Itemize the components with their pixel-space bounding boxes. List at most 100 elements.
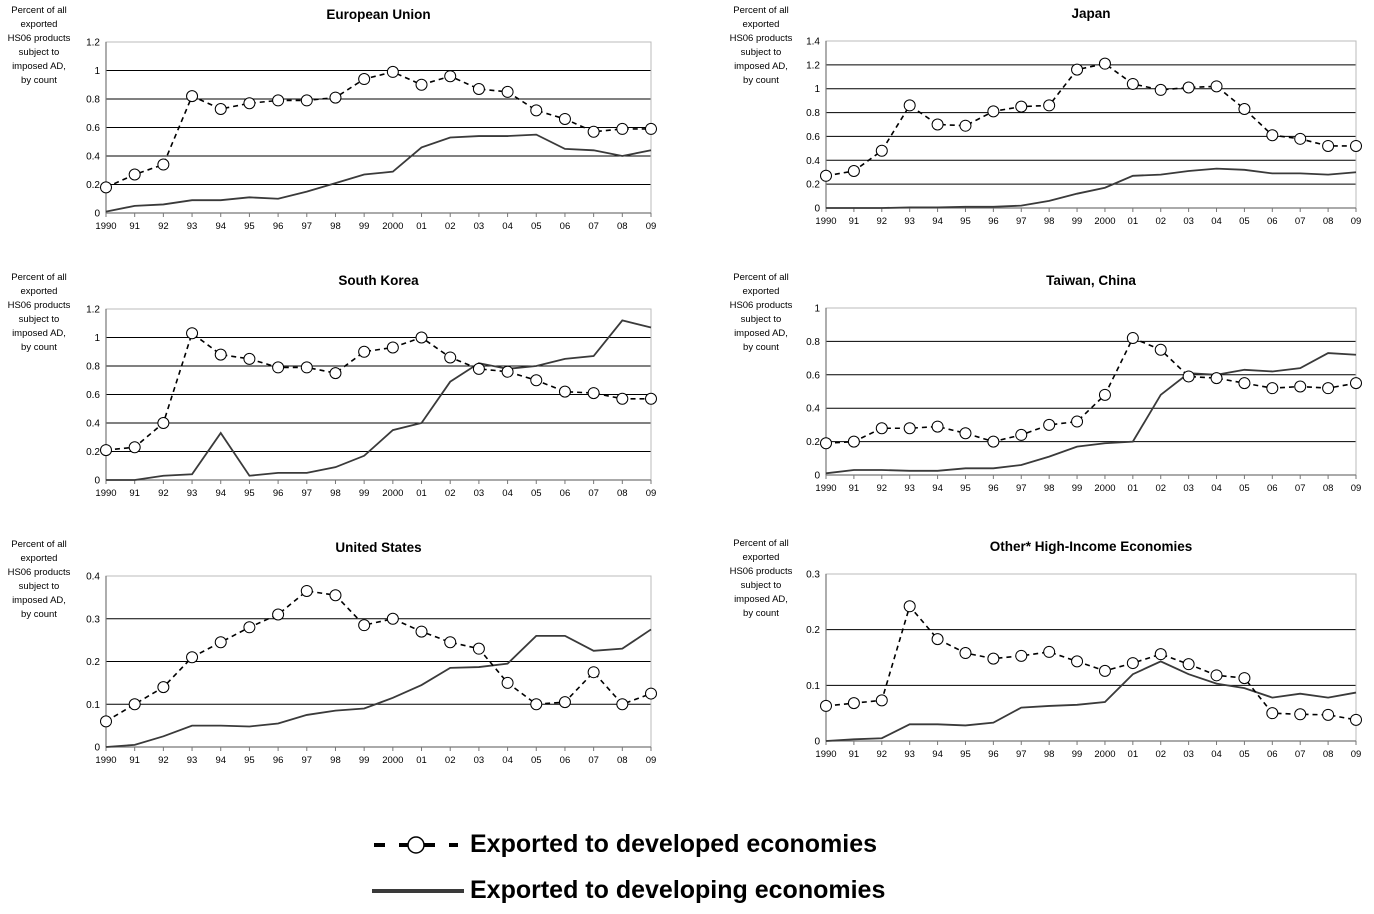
- data-point-developed: [214, 348, 227, 361]
- x-tick-label: 99: [1072, 483, 1083, 494]
- x-tick-label: 05: [1239, 749, 1250, 760]
- y-tick-label: 0.1: [86, 700, 100, 711]
- x-tick-label: 05: [531, 755, 542, 766]
- y-tick-label: 1.2: [86, 38, 100, 49]
- y-axis-label: by count: [21, 609, 57, 620]
- data-point-developed: [1043, 418, 1056, 431]
- x-tick-label: 91: [129, 221, 140, 232]
- data-point-developed: [820, 169, 832, 182]
- data-point-developed: [931, 633, 944, 646]
- data-point-developed: [1266, 129, 1279, 142]
- y-tick-label: 1: [814, 304, 820, 315]
- y-axis-label: HS06 products: [730, 300, 793, 311]
- y-tick-label: 0.8: [806, 108, 820, 119]
- data-point-developed: [587, 387, 600, 400]
- y-tick-label: 0.4: [86, 572, 100, 583]
- x-tick-label: 02: [1155, 216, 1166, 227]
- y-tick-label: 1: [94, 333, 100, 344]
- y-axis-label: subject to: [19, 314, 60, 325]
- x-tick-label: 95: [244, 488, 255, 499]
- data-point-developed: [329, 367, 342, 380]
- chart-title: Taiwan, China: [1046, 273, 1136, 288]
- y-axis-label: Percent of all: [11, 539, 66, 550]
- y-axis-label: HS06 products: [8, 567, 71, 578]
- x-tick-label: 98: [1044, 216, 1055, 227]
- y-tick-label: 0.6: [86, 123, 100, 134]
- data-point-developed: [616, 122, 629, 135]
- data-point-developed: [875, 422, 888, 435]
- chart-title: Other* High-Income Economies: [990, 539, 1193, 554]
- x-tick-label: 93: [904, 216, 915, 227]
- data-point-developed: [820, 699, 832, 712]
- y-tick-label: 0.2: [86, 657, 100, 668]
- y-tick-label: 0.8: [806, 337, 820, 348]
- y-axis-label: subject to: [741, 580, 782, 591]
- x-tick-label: 01: [1128, 216, 1139, 227]
- x-tick-label: 98: [1044, 483, 1055, 494]
- data-point-developed: [1126, 77, 1139, 90]
- data-point-developed: [1126, 332, 1139, 345]
- data-point-developed: [931, 420, 944, 433]
- data-point-developed: [472, 642, 485, 655]
- data-point-developed: [100, 715, 112, 728]
- data-point-developed: [1098, 57, 1111, 70]
- y-tick-label: 0.2: [806, 625, 820, 636]
- y-axis-label: subject to: [741, 47, 782, 58]
- x-tick-label: 02: [445, 221, 456, 232]
- x-tick-label: 01: [1128, 749, 1139, 760]
- x-tick-label: 08: [1323, 483, 1334, 494]
- data-point-developed: [959, 647, 972, 660]
- data-point-developed: [1154, 648, 1167, 661]
- x-tick-label: 05: [1239, 483, 1250, 494]
- data-point-developed: [1322, 139, 1335, 152]
- x-tick-label: 06: [1267, 483, 1278, 494]
- data-point-developed: [1350, 377, 1362, 390]
- chart-title: European Union: [326, 7, 430, 22]
- data-point-developed: [243, 97, 256, 110]
- x-tick-label: 02: [445, 488, 456, 499]
- data-point-developed: [1210, 669, 1223, 682]
- x-tick-label: 96: [273, 755, 284, 766]
- y-tick-label: 0: [814, 471, 820, 482]
- data-point-developed: [1294, 380, 1307, 393]
- data-point-developed: [987, 652, 1000, 665]
- x-tick-label: 92: [877, 216, 888, 227]
- y-axis-label: imposed AD,: [12, 595, 66, 606]
- x-tick-label: 09: [1351, 483, 1362, 494]
- y-axis-label: imposed AD,: [734, 328, 788, 339]
- data-point-developed: [530, 374, 543, 387]
- x-tick-label: 05: [1239, 216, 1250, 227]
- data-point-developed: [1098, 388, 1111, 401]
- series-line-developing: [105, 133, 652, 213]
- x-tick-label: 2000: [382, 488, 403, 499]
- x-tick-label: 04: [1211, 216, 1222, 227]
- x-tick-label: 1990: [815, 749, 836, 760]
- x-tick-label: 03: [474, 221, 485, 232]
- x-tick-label: 91: [129, 755, 140, 766]
- y-axis-label: by count: [21, 75, 57, 86]
- x-tick-label: 92: [158, 221, 169, 232]
- series-line-developed: [105, 590, 652, 723]
- y-tick-label: 0.4: [86, 152, 100, 163]
- data-point-developed: [1322, 382, 1335, 395]
- data-point-developed: [100, 181, 112, 194]
- series-line-developing: [106, 319, 652, 481]
- data-point-developed: [987, 105, 1000, 118]
- x-tick-label: 98: [330, 755, 341, 766]
- data-point-developed: [558, 385, 571, 398]
- y-tick-label: 1.4: [806, 37, 820, 48]
- data-point-developed: [1015, 649, 1028, 662]
- data-point-developed: [959, 427, 972, 440]
- data-point-developed: [530, 698, 543, 711]
- x-tick-label: 06: [1267, 749, 1278, 760]
- x-tick-label: 1990: [95, 221, 116, 232]
- x-tick-label: 09: [646, 755, 657, 766]
- data-point-developed: [847, 435, 860, 448]
- series-line-developing: [825, 352, 1357, 475]
- data-point-developed: [300, 94, 313, 107]
- y-axis-label: subject to: [741, 314, 782, 325]
- x-tick-label: 03: [474, 488, 485, 499]
- data-point-developed: [1154, 83, 1167, 96]
- data-point-developed: [243, 352, 256, 365]
- y-tick-label: 0.4: [86, 419, 100, 430]
